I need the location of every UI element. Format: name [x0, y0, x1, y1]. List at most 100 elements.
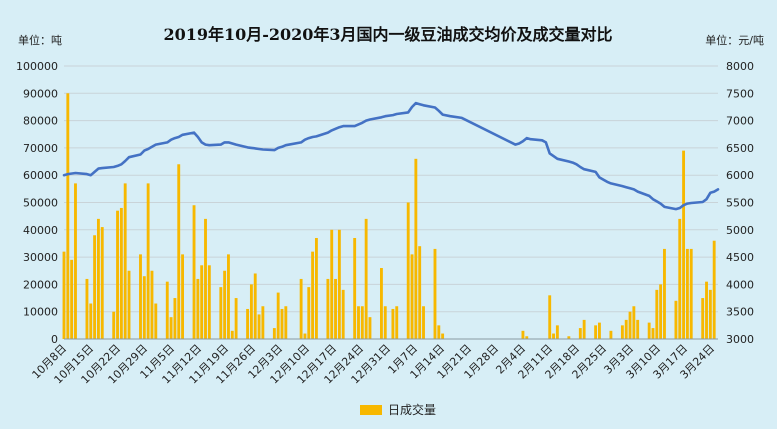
- volume-bar: [123, 183, 127, 339]
- volume-bar: [395, 306, 399, 339]
- volume-bar: [521, 330, 525, 339]
- right-tick-label: 3500: [726, 306, 754, 319]
- volume-bar: [609, 330, 613, 339]
- volume-bar: [364, 218, 368, 339]
- volume-bar: [154, 303, 158, 339]
- volume-bar: [552, 333, 555, 339]
- volume-bar: [636, 319, 640, 339]
- left-axis-ticks: 0 10000 20000 30000 40000 50000 60000 70000 8000…: [16, 60, 58, 346]
- volume-bar: [200, 265, 204, 339]
- volume-bar: [112, 311, 116, 339]
- legend: 日成交量: [360, 402, 436, 417]
- volume-bar: [598, 322, 601, 339]
- volume-bar: [93, 235, 97, 339]
- x-axis: 10月8日10月15日10月22日10月29日11月5日11月12日11月19日…: [30, 338, 718, 386]
- volume-bar: [227, 254, 230, 339]
- gridlines: [64, 65, 718, 340]
- volume-bar: [360, 306, 364, 339]
- volume-bar: [280, 308, 284, 339]
- volume-bar: [682, 150, 686, 339]
- volume-bar: [169, 317, 173, 339]
- left-tick-label: 70000: [23, 142, 58, 155]
- right-tick-label: 8000: [726, 60, 754, 73]
- right-tick-label: 4500: [726, 251, 754, 264]
- volume-bar: [708, 289, 712, 339]
- volume-bar: [299, 278, 303, 339]
- volume-bar: [632, 306, 636, 339]
- legend-label-volume: 日成交量: [388, 402, 436, 417]
- volume-bar: [433, 248, 437, 339]
- volume-bar: [219, 287, 223, 339]
- legend-swatch-volume: [360, 405, 382, 415]
- volume-bar: [150, 270, 154, 339]
- volume-bar: [307, 287, 311, 339]
- volume-bar: [253, 273, 257, 339]
- left-tick-label: 20000: [23, 278, 58, 291]
- volume-bar: [406, 202, 410, 339]
- volume-bar: [567, 336, 571, 339]
- volume-bar: [685, 248, 689, 339]
- volume-bar: [548, 295, 552, 339]
- left-tick-label: 60000: [23, 169, 58, 182]
- right-axis-ticks: 3000 3500 4000 4500 5000 5500 6000 6500 7000 7500…: [726, 60, 754, 346]
- volume-bar: [177, 164, 181, 339]
- right-axis-unit: 单位：元/吨: [705, 33, 764, 47]
- right-tick-label: 7000: [726, 115, 754, 128]
- volume-bar: [192, 205, 196, 339]
- volume-bar: [582, 319, 586, 339]
- volume-bar: [234, 298, 238, 339]
- right-tick-label: 6000: [726, 169, 754, 182]
- volume-bar: [647, 322, 651, 339]
- volume-bar: [261, 306, 265, 339]
- volume-bar: [119, 207, 123, 339]
- left-tick-label: 40000: [23, 224, 58, 237]
- volume-bar: [276, 292, 280, 339]
- volume-bar: [689, 248, 693, 339]
- volume-bar: [334, 278, 337, 339]
- volume-bar: [391, 308, 395, 339]
- left-tick-label: 90000: [23, 87, 58, 100]
- volume-bar: [204, 218, 207, 339]
- volume-bar: [330, 229, 334, 339]
- volume-bar: [712, 240, 716, 339]
- volume-bar: [230, 330, 234, 339]
- volume-bar: [368, 317, 372, 339]
- volume-bar: [628, 311, 632, 339]
- volume-bar: [383, 306, 387, 339]
- left-tick-label: 50000: [23, 197, 58, 210]
- volume-bar: [674, 300, 678, 339]
- volume-bar: [127, 270, 131, 339]
- volume-bar: [249, 284, 253, 339]
- volume-bar: [74, 183, 77, 339]
- volume-bar: [326, 278, 330, 339]
- volume-bar: [578, 328, 582, 339]
- left-axis-unit: 单位：吨: [18, 33, 62, 47]
- volume-bar: [142, 276, 146, 339]
- volume-bar: [380, 268, 383, 339]
- volume-bar: [207, 265, 211, 339]
- right-tick-label: 5500: [726, 197, 754, 210]
- volume-bar: [85, 278, 89, 339]
- volume-bar: [196, 278, 200, 339]
- right-tick-label: 6500: [726, 142, 754, 155]
- right-tick-label: 7500: [726, 87, 754, 100]
- volume-bar: [353, 237, 357, 339]
- left-tick-label: 80000: [23, 115, 58, 128]
- volume-bar: [651, 328, 655, 339]
- volume-bar: [139, 254, 142, 339]
- volume-bar: [303, 333, 307, 339]
- volume-bar: [257, 314, 261, 339]
- volume-bar: [96, 218, 100, 339]
- volume-bar: [441, 333, 445, 339]
- volume-bar: [223, 270, 227, 339]
- volume-bar: [422, 306, 425, 339]
- volume-bar: [410, 254, 414, 339]
- chart-title: 2019年10月-2020年3月国内一级豆油成交均价及成交量对比: [163, 25, 612, 44]
- left-tick-label: 0: [51, 333, 58, 346]
- volume-bar: [624, 319, 628, 339]
- volume-bar: [357, 306, 360, 339]
- volume-bar: [116, 210, 119, 339]
- volume-bar: [284, 306, 288, 339]
